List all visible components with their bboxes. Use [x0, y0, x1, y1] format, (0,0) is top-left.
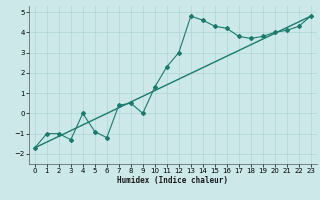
- X-axis label: Humidex (Indice chaleur): Humidex (Indice chaleur): [117, 176, 228, 185]
